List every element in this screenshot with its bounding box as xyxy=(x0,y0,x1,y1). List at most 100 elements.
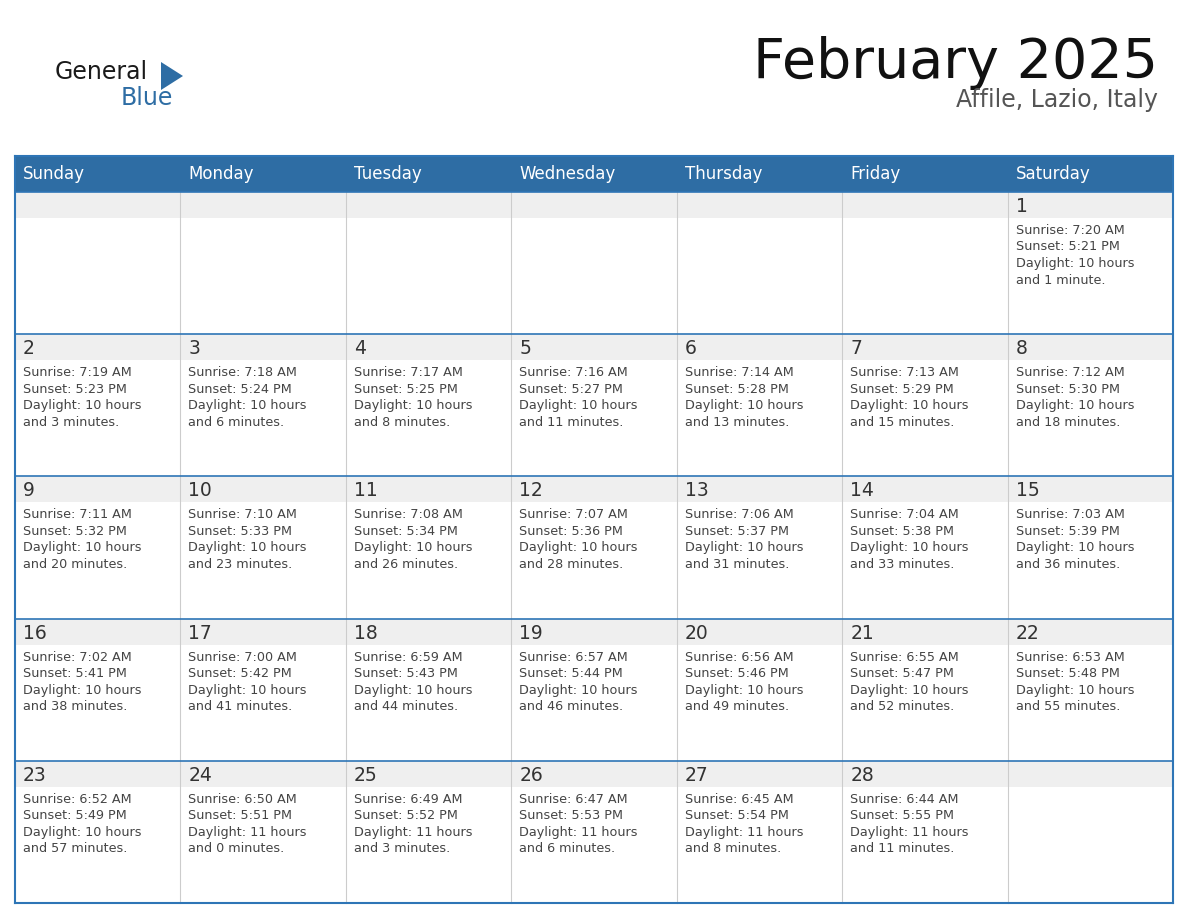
Bar xyxy=(1007,502,1173,619)
Text: Sunrise: 7:19 AM: Sunrise: 7:19 AM xyxy=(23,366,132,379)
Text: and 0 minutes.: and 0 minutes. xyxy=(189,843,285,856)
Text: and 20 minutes.: and 20 minutes. xyxy=(23,558,127,571)
Text: Sunset: 5:29 PM: Sunset: 5:29 PM xyxy=(851,383,954,396)
Text: Sunset: 5:25 PM: Sunset: 5:25 PM xyxy=(354,383,457,396)
Bar xyxy=(511,192,677,218)
Bar xyxy=(511,360,677,476)
Bar xyxy=(1007,476,1173,502)
Text: Sunrise: 6:49 AM: Sunrise: 6:49 AM xyxy=(354,793,462,806)
Text: 26: 26 xyxy=(519,766,543,785)
Text: 13: 13 xyxy=(684,481,708,500)
Text: Blue: Blue xyxy=(121,86,173,110)
Bar xyxy=(677,787,842,903)
Bar xyxy=(1007,360,1173,476)
Text: and 33 minutes.: and 33 minutes. xyxy=(851,558,954,571)
Bar xyxy=(842,787,1007,903)
Text: and 23 minutes.: and 23 minutes. xyxy=(189,558,292,571)
Text: Daylight: 10 hours: Daylight: 10 hours xyxy=(23,684,141,697)
Text: Daylight: 10 hours: Daylight: 10 hours xyxy=(519,542,638,554)
Text: and 52 minutes.: and 52 minutes. xyxy=(851,700,954,713)
Bar xyxy=(181,787,346,903)
Text: 2: 2 xyxy=(23,339,34,358)
Bar xyxy=(346,360,511,476)
Bar xyxy=(1007,761,1173,787)
Text: 9: 9 xyxy=(23,481,34,500)
Text: Sunset: 5:47 PM: Sunset: 5:47 PM xyxy=(851,667,954,680)
Bar xyxy=(346,192,511,218)
Text: Sunset: 5:37 PM: Sunset: 5:37 PM xyxy=(684,525,789,538)
Text: and 3 minutes.: and 3 minutes. xyxy=(354,843,450,856)
Text: Sunrise: 7:10 AM: Sunrise: 7:10 AM xyxy=(189,509,297,521)
Text: Sunset: 5:42 PM: Sunset: 5:42 PM xyxy=(189,667,292,680)
Text: Daylight: 10 hours: Daylight: 10 hours xyxy=(519,684,638,697)
Text: 4: 4 xyxy=(354,339,366,358)
Text: Daylight: 10 hours: Daylight: 10 hours xyxy=(684,684,803,697)
Bar xyxy=(1007,619,1173,644)
Bar xyxy=(15,360,181,476)
Bar xyxy=(15,476,181,502)
Bar xyxy=(677,761,842,787)
Text: Sunset: 5:33 PM: Sunset: 5:33 PM xyxy=(189,525,292,538)
Text: Monday: Monday xyxy=(189,165,254,183)
Text: Daylight: 10 hours: Daylight: 10 hours xyxy=(23,399,141,412)
Text: and 26 minutes.: and 26 minutes. xyxy=(354,558,459,571)
Text: Sunset: 5:27 PM: Sunset: 5:27 PM xyxy=(519,383,624,396)
Bar xyxy=(181,644,346,761)
Bar xyxy=(677,644,842,761)
Bar xyxy=(181,761,346,787)
Text: and 41 minutes.: and 41 minutes. xyxy=(189,700,292,713)
Text: Daylight: 10 hours: Daylight: 10 hours xyxy=(23,542,141,554)
Text: Sunrise: 7:07 AM: Sunrise: 7:07 AM xyxy=(519,509,628,521)
Text: Tuesday: Tuesday xyxy=(354,165,422,183)
Text: Daylight: 10 hours: Daylight: 10 hours xyxy=(354,542,473,554)
Text: Daylight: 10 hours: Daylight: 10 hours xyxy=(684,542,803,554)
Text: 17: 17 xyxy=(189,623,213,643)
Text: Sunrise: 7:17 AM: Sunrise: 7:17 AM xyxy=(354,366,463,379)
Text: and 55 minutes.: and 55 minutes. xyxy=(1016,700,1120,713)
Text: Sunset: 5:30 PM: Sunset: 5:30 PM xyxy=(1016,383,1119,396)
Bar xyxy=(677,360,842,476)
Text: Affile, Lazio, Italy: Affile, Lazio, Italy xyxy=(956,88,1158,112)
Bar xyxy=(346,619,511,644)
Text: Sunrise: 7:12 AM: Sunrise: 7:12 AM xyxy=(1016,366,1124,379)
Text: 18: 18 xyxy=(354,623,378,643)
Text: Daylight: 10 hours: Daylight: 10 hours xyxy=(354,684,473,697)
Polygon shape xyxy=(162,62,183,90)
Bar xyxy=(346,334,511,360)
Text: Sunset: 5:43 PM: Sunset: 5:43 PM xyxy=(354,667,457,680)
Text: Daylight: 10 hours: Daylight: 10 hours xyxy=(519,399,638,412)
Text: Sunrise: 6:50 AM: Sunrise: 6:50 AM xyxy=(189,793,297,806)
Text: Sunrise: 7:14 AM: Sunrise: 7:14 AM xyxy=(684,366,794,379)
Text: Sunrise: 6:45 AM: Sunrise: 6:45 AM xyxy=(684,793,794,806)
Bar xyxy=(15,502,181,619)
Text: Thursday: Thursday xyxy=(684,165,762,183)
Text: Sunday: Sunday xyxy=(23,165,86,183)
Bar xyxy=(842,476,1007,502)
Text: 14: 14 xyxy=(851,481,874,500)
Text: Daylight: 10 hours: Daylight: 10 hours xyxy=(189,399,307,412)
Text: Sunset: 5:53 PM: Sunset: 5:53 PM xyxy=(519,810,624,823)
Text: Sunset: 5:23 PM: Sunset: 5:23 PM xyxy=(23,383,127,396)
Text: Daylight: 10 hours: Daylight: 10 hours xyxy=(684,399,803,412)
Text: 22: 22 xyxy=(1016,623,1040,643)
Text: 24: 24 xyxy=(189,766,213,785)
Text: 7: 7 xyxy=(851,339,862,358)
Text: and 11 minutes.: and 11 minutes. xyxy=(519,416,624,429)
Text: Daylight: 10 hours: Daylight: 10 hours xyxy=(1016,257,1135,270)
Bar xyxy=(842,761,1007,787)
Text: and 6 minutes.: and 6 minutes. xyxy=(189,416,285,429)
Bar xyxy=(677,218,842,334)
Text: Sunset: 5:44 PM: Sunset: 5:44 PM xyxy=(519,667,623,680)
Text: Sunrise: 7:03 AM: Sunrise: 7:03 AM xyxy=(1016,509,1125,521)
Text: Sunset: 5:24 PM: Sunset: 5:24 PM xyxy=(189,383,292,396)
Bar xyxy=(1007,644,1173,761)
Text: and 36 minutes.: and 36 minutes. xyxy=(1016,558,1120,571)
Text: and 57 minutes.: and 57 minutes. xyxy=(23,843,127,856)
Text: Sunrise: 7:08 AM: Sunrise: 7:08 AM xyxy=(354,509,463,521)
Text: Sunrise: 6:55 AM: Sunrise: 6:55 AM xyxy=(851,651,959,664)
Text: 6: 6 xyxy=(684,339,696,358)
Text: 23: 23 xyxy=(23,766,46,785)
Text: 12: 12 xyxy=(519,481,543,500)
Text: 20: 20 xyxy=(684,623,708,643)
Text: and 6 minutes.: and 6 minutes. xyxy=(519,843,615,856)
